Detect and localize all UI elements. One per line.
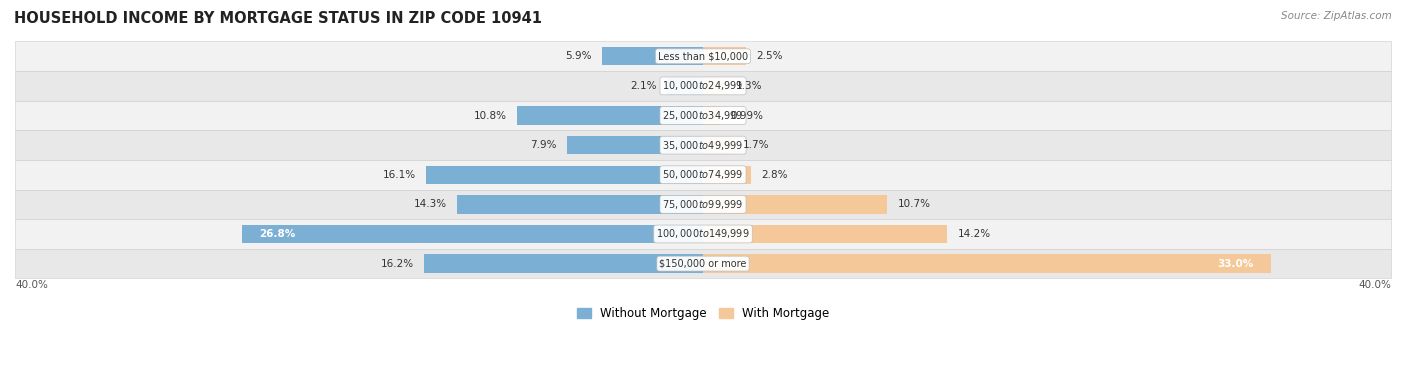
Bar bbox=[15, 219, 1391, 249]
Bar bbox=[15, 130, 1391, 160]
Bar bbox=[703, 195, 887, 214]
Bar bbox=[15, 101, 1391, 130]
Text: 5.9%: 5.9% bbox=[565, 51, 591, 61]
Text: 26.8%: 26.8% bbox=[259, 229, 295, 239]
Text: 40.0%: 40.0% bbox=[1358, 280, 1391, 290]
Bar bbox=[703, 136, 733, 154]
Text: 16.2%: 16.2% bbox=[381, 259, 413, 269]
Bar bbox=[703, 166, 751, 184]
Text: 10.8%: 10.8% bbox=[474, 110, 508, 121]
Text: $75,000 to $99,999: $75,000 to $99,999 bbox=[662, 198, 744, 211]
Bar bbox=[457, 195, 703, 214]
Bar bbox=[425, 254, 703, 273]
Bar bbox=[426, 166, 703, 184]
Text: 2.1%: 2.1% bbox=[630, 81, 657, 91]
Legend: Without Mortgage, With Mortgage: Without Mortgage, With Mortgage bbox=[572, 302, 834, 325]
Bar bbox=[567, 136, 703, 154]
Bar bbox=[703, 106, 720, 125]
Text: $35,000 to $49,999: $35,000 to $49,999 bbox=[662, 139, 744, 152]
Text: 0.99%: 0.99% bbox=[730, 110, 763, 121]
Text: 33.0%: 33.0% bbox=[1218, 259, 1253, 269]
Text: 7.9%: 7.9% bbox=[530, 140, 557, 150]
Text: 2.8%: 2.8% bbox=[762, 170, 787, 180]
Bar bbox=[602, 47, 703, 65]
Bar bbox=[15, 160, 1391, 189]
Text: 2.5%: 2.5% bbox=[756, 51, 783, 61]
Text: 1.7%: 1.7% bbox=[742, 140, 769, 150]
Text: $50,000 to $74,999: $50,000 to $74,999 bbox=[662, 168, 744, 181]
Bar bbox=[517, 106, 703, 125]
Bar bbox=[15, 42, 1391, 71]
Text: 1.3%: 1.3% bbox=[735, 81, 762, 91]
Text: $100,000 to $149,999: $100,000 to $149,999 bbox=[657, 228, 749, 240]
Text: 10.7%: 10.7% bbox=[897, 199, 931, 209]
Text: Less than $10,000: Less than $10,000 bbox=[658, 51, 748, 61]
Bar bbox=[703, 254, 1271, 273]
Text: $10,000 to $24,999: $10,000 to $24,999 bbox=[662, 79, 744, 92]
Bar bbox=[703, 225, 948, 243]
Text: $25,000 to $34,999: $25,000 to $34,999 bbox=[662, 109, 744, 122]
Text: HOUSEHOLD INCOME BY MORTGAGE STATUS IN ZIP CODE 10941: HOUSEHOLD INCOME BY MORTGAGE STATUS IN Z… bbox=[14, 11, 543, 26]
Text: 14.2%: 14.2% bbox=[957, 229, 991, 239]
Bar bbox=[242, 225, 703, 243]
Text: 14.3%: 14.3% bbox=[413, 199, 447, 209]
Text: 16.1%: 16.1% bbox=[382, 170, 416, 180]
Bar bbox=[703, 77, 725, 95]
Text: $150,000 or more: $150,000 or more bbox=[659, 259, 747, 269]
Bar bbox=[15, 71, 1391, 101]
Text: Source: ZipAtlas.com: Source: ZipAtlas.com bbox=[1281, 11, 1392, 21]
Bar bbox=[666, 77, 703, 95]
Bar bbox=[15, 189, 1391, 219]
Bar bbox=[703, 47, 747, 65]
Text: 40.0%: 40.0% bbox=[15, 280, 48, 290]
Bar bbox=[15, 249, 1391, 279]
